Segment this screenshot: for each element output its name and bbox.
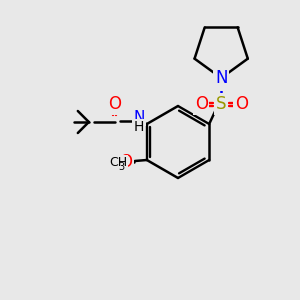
Text: N: N bbox=[215, 71, 227, 89]
Text: 3: 3 bbox=[118, 162, 124, 172]
Text: N: N bbox=[215, 69, 227, 87]
Text: O: O bbox=[235, 95, 248, 113]
Text: S: S bbox=[216, 95, 226, 113]
Text: CH: CH bbox=[109, 155, 127, 169]
Text: H: H bbox=[134, 120, 144, 134]
Text: O: O bbox=[108, 95, 121, 113]
Text: O: O bbox=[119, 153, 132, 171]
Text: O: O bbox=[195, 95, 208, 113]
Text: N: N bbox=[133, 110, 145, 124]
